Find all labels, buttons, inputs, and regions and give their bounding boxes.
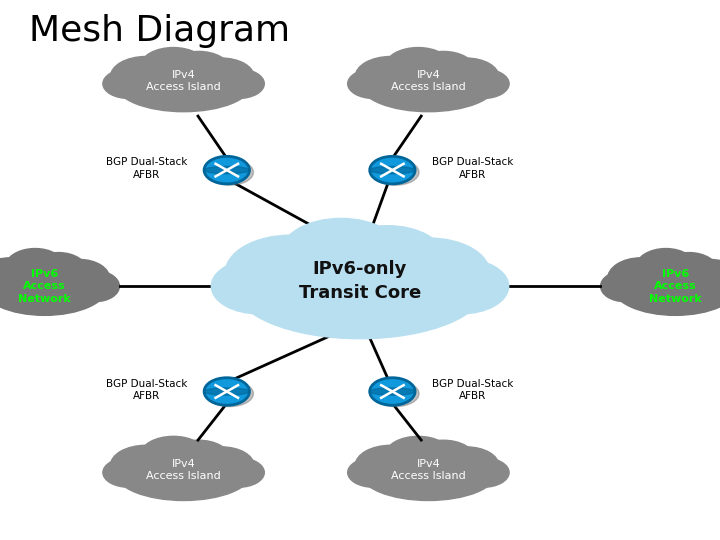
Ellipse shape (115, 444, 252, 501)
Ellipse shape (122, 66, 197, 105)
Ellipse shape (115, 56, 252, 112)
Ellipse shape (212, 259, 307, 314)
Text: BGP Dual-Stack
AFBR: BGP Dual-Stack AFBR (432, 157, 513, 180)
Ellipse shape (612, 257, 720, 315)
Ellipse shape (385, 48, 451, 85)
Ellipse shape (372, 159, 419, 185)
Ellipse shape (30, 253, 87, 289)
Ellipse shape (413, 259, 508, 314)
Ellipse shape (281, 218, 402, 288)
Ellipse shape (457, 458, 509, 487)
Ellipse shape (168, 440, 230, 475)
Text: IPv6
Access
Network: IPv6 Access Network (649, 269, 702, 303)
Ellipse shape (370, 72, 487, 107)
Ellipse shape (335, 253, 474, 326)
Text: IPv6-only
Transit Core: IPv6-only Transit Core (299, 260, 421, 302)
Ellipse shape (71, 271, 120, 301)
Text: IPv6
Access
Network: IPv6 Access Network (18, 269, 71, 303)
Ellipse shape (225, 235, 356, 311)
Ellipse shape (110, 446, 181, 485)
Text: Mesh Diagram: Mesh Diagram (29, 14, 290, 48)
Ellipse shape (103, 458, 155, 487)
Ellipse shape (366, 455, 442, 494)
Text: BGP Dual-Stack
AFBR: BGP Dual-Stack AFBR (106, 157, 187, 180)
Ellipse shape (0, 257, 108, 315)
Ellipse shape (140, 436, 206, 474)
Ellipse shape (49, 260, 110, 298)
Ellipse shape (5, 248, 66, 287)
Ellipse shape (170, 455, 245, 494)
Ellipse shape (662, 268, 720, 308)
Ellipse shape (366, 66, 442, 105)
Ellipse shape (204, 378, 250, 405)
Ellipse shape (661, 253, 718, 289)
Text: IPv4
Access Island: IPv4 Access Island (146, 70, 221, 92)
Ellipse shape (370, 166, 415, 174)
Ellipse shape (385, 436, 451, 474)
Ellipse shape (433, 58, 499, 96)
Ellipse shape (355, 446, 426, 485)
Ellipse shape (331, 226, 444, 291)
Ellipse shape (189, 447, 254, 484)
Ellipse shape (168, 51, 230, 86)
Ellipse shape (372, 381, 419, 407)
Ellipse shape (204, 388, 250, 395)
Ellipse shape (370, 157, 415, 184)
Ellipse shape (253, 265, 467, 330)
Text: IPv4
Access Island: IPv4 Access Island (391, 458, 466, 481)
Text: IPv4
Access Island: IPv4 Access Island (146, 458, 221, 481)
Ellipse shape (206, 159, 253, 185)
Ellipse shape (170, 66, 245, 105)
Ellipse shape (234, 234, 486, 339)
Ellipse shape (189, 58, 254, 96)
Ellipse shape (246, 253, 385, 326)
Ellipse shape (140, 48, 206, 85)
Ellipse shape (0, 274, 99, 310)
Ellipse shape (413, 51, 474, 86)
Ellipse shape (103, 69, 155, 98)
Ellipse shape (360, 56, 497, 112)
Ellipse shape (457, 69, 509, 98)
Ellipse shape (355, 57, 426, 97)
Ellipse shape (212, 458, 264, 487)
Ellipse shape (360, 444, 497, 501)
Ellipse shape (680, 260, 720, 298)
Ellipse shape (0, 268, 58, 308)
Ellipse shape (636, 248, 696, 287)
Ellipse shape (370, 388, 415, 395)
Ellipse shape (370, 461, 487, 496)
Ellipse shape (206, 381, 253, 407)
Ellipse shape (618, 268, 688, 308)
Ellipse shape (0, 258, 42, 300)
Ellipse shape (212, 69, 264, 98)
Ellipse shape (369, 238, 490, 308)
Ellipse shape (125, 461, 242, 496)
Ellipse shape (122, 455, 197, 494)
Ellipse shape (413, 440, 474, 475)
Ellipse shape (621, 274, 720, 310)
Ellipse shape (348, 69, 400, 98)
Ellipse shape (32, 268, 102, 308)
Ellipse shape (415, 66, 490, 105)
Ellipse shape (608, 258, 673, 300)
Ellipse shape (600, 271, 649, 301)
Ellipse shape (415, 455, 490, 494)
Text: BGP Dual-Stack
AFBR: BGP Dual-Stack AFBR (432, 379, 513, 401)
Ellipse shape (348, 458, 400, 487)
Text: BGP Dual-Stack
AFBR: BGP Dual-Stack AFBR (106, 379, 187, 401)
Ellipse shape (702, 271, 720, 301)
Ellipse shape (433, 447, 499, 484)
Ellipse shape (370, 378, 415, 405)
Ellipse shape (0, 271, 18, 301)
Text: IPv4
Access Island: IPv4 Access Island (391, 70, 466, 92)
Ellipse shape (125, 72, 242, 107)
Ellipse shape (204, 166, 250, 174)
Ellipse shape (110, 57, 181, 97)
Ellipse shape (204, 157, 250, 184)
